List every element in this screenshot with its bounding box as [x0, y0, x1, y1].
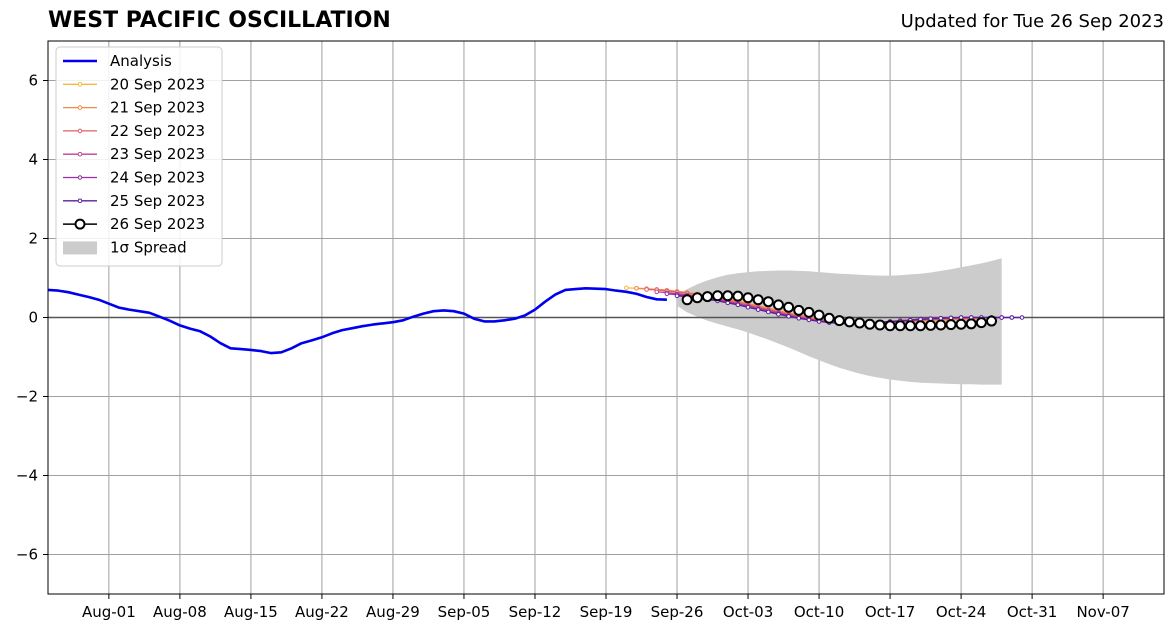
current-forecast-point — [752, 294, 764, 306]
analysis-line — [47, 286, 667, 355]
legend-label: 23 Sep 2023 — [110, 145, 205, 163]
forecast-point-25-sep-2023 — [725, 300, 731, 306]
forecast-point-25-sep-2023 — [1019, 315, 1025, 320]
current-forecast-point — [742, 292, 754, 304]
current-forecast-point — [783, 301, 795, 313]
current-forecast-point — [904, 320, 916, 332]
forecast-point-23-sep-2023 — [654, 289, 660, 295]
forecast-point-22-sep-2023 — [644, 287, 649, 292]
current-forecast-point — [955, 318, 967, 330]
x-tick-label: Aug-22 — [295, 603, 349, 621]
forecast-point-25-sep-2023 — [735, 302, 741, 308]
forecast-point-20-sep-2023 — [623, 285, 629, 291]
x-tick-label: Aug-01 — [82, 603, 136, 621]
axis-ticks: Aug-01 Aug-08 Aug-15 Aug-22 Aug-29 Sep-05 Sep-… — [16, 72, 1130, 622]
current-forecast-point — [813, 309, 825, 321]
forecast-point-25-sep-2023 — [745, 304, 751, 310]
current-forecast-point — [681, 294, 693, 306]
forecast-point-25-sep-2023 — [786, 314, 791, 319]
current-forecast-point — [925, 319, 937, 331]
y-tick-label: 6 — [28, 72, 38, 90]
y-tick-label: −6 — [16, 546, 38, 564]
legend-label: 1σ Spread — [110, 238, 187, 256]
legend: Analysis 20 Sep 2023 21 Sep 2023 22 Sep 202… — [55, 46, 223, 267]
current-forecast-point — [772, 299, 784, 311]
legend-label: 22 Sep 2023 — [110, 122, 205, 140]
current-forecast-point — [894, 320, 906, 332]
legend-swatch-marker — [77, 198, 83, 204]
forecast-point-25-sep-2023 — [1009, 315, 1015, 320]
current-forecast-point — [965, 318, 977, 330]
current-forecast-point — [722, 290, 734, 302]
x-tick-label: Sep-05 — [438, 603, 491, 621]
legend-label: Analysis — [110, 52, 172, 70]
x-tick-label: Sep-19 — [580, 603, 633, 621]
x-tick-label: Oct-24 — [936, 603, 986, 621]
forecast-point-25-sep-2023 — [999, 315, 1004, 320]
legend-swatch-marker — [74, 218, 86, 230]
forecast-point-21-sep-2023 — [634, 285, 639, 291]
x-tick-label: Aug-08 — [153, 603, 207, 621]
current-forecast-point — [691, 292, 703, 304]
current-forecast-point — [874, 319, 886, 331]
y-tick-label: −2 — [16, 388, 38, 406]
current-forecast-point — [884, 320, 896, 332]
forecast-point-25-sep-2023 — [796, 315, 802, 321]
legend-swatch-spread — [63, 241, 97, 255]
y-tick-label: −4 — [16, 467, 38, 485]
current-forecast-point — [843, 316, 855, 328]
legend-swatch-marker — [77, 128, 83, 134]
x-tick-label: Nov-07 — [1076, 603, 1129, 621]
x-tick-label: Oct-03 — [723, 603, 773, 621]
x-tick-label: Oct-10 — [794, 603, 844, 621]
legend-label: 21 Sep 2023 — [110, 99, 205, 117]
forecast-point-25-sep-2023 — [755, 307, 761, 312]
x-tick-label: Aug-15 — [224, 603, 278, 621]
current-forecast-point — [712, 290, 724, 302]
x-tick-label: Oct-31 — [1007, 603, 1057, 621]
current-forecast-point — [732, 290, 744, 302]
current-forecast-point — [762, 296, 774, 308]
current-forecast-point — [854, 317, 866, 329]
y-tick-label: 0 — [28, 309, 38, 327]
current-forecast-point — [864, 318, 876, 330]
current-forecast-point — [986, 315, 998, 327]
legend-swatch-marker — [77, 82, 83, 87]
legend-box — [55, 46, 223, 267]
forecast-point-25-sep-2023 — [766, 309, 771, 315]
updated-date: Updated for Tue 26 Sep 2023 — [900, 11, 1164, 32]
legend-swatch-marker — [77, 175, 83, 180]
legend-swatch-marker — [77, 105, 83, 110]
forecast-point-25-sep-2023 — [776, 312, 781, 317]
forecast-point-24-sep-2023 — [664, 291, 670, 297]
current-forecast-point — [975, 317, 987, 329]
x-tick-label: Sep-12 — [509, 603, 562, 621]
legend-label: 26 Sep 2023 — [110, 215, 205, 233]
current-forecast-point — [793, 304, 805, 316]
chart-title: WEST PACIFIC OSCILLATION — [48, 8, 391, 33]
x-tick-label: Aug-29 — [366, 603, 420, 621]
y-tick-label: 2 — [28, 230, 38, 248]
legend-swatch-marker — [77, 151, 83, 157]
series-layer — [47, 285, 1025, 355]
forecast-point-25-sep-2023 — [674, 293, 680, 299]
x-tick-label: Oct-17 — [865, 603, 915, 621]
current-forecast-point — [803, 306, 815, 318]
legend-label: 25 Sep 2023 — [110, 192, 205, 210]
current-forecast-point — [945, 319, 957, 331]
y-tick-label: 4 — [28, 151, 38, 169]
current-forecast-point — [935, 319, 947, 331]
forecast-point-25-sep-2023 — [806, 317, 812, 323]
legend-label: 24 Sep 2023 — [110, 169, 205, 187]
x-tick-label: Sep-26 — [651, 603, 704, 621]
current-forecast-point — [701, 291, 713, 303]
current-forecast-point — [915, 320, 927, 332]
legend-label: 20 Sep 2023 — [110, 75, 205, 93]
current-forecast-point — [833, 315, 845, 327]
current-forecast-point — [823, 312, 835, 324]
